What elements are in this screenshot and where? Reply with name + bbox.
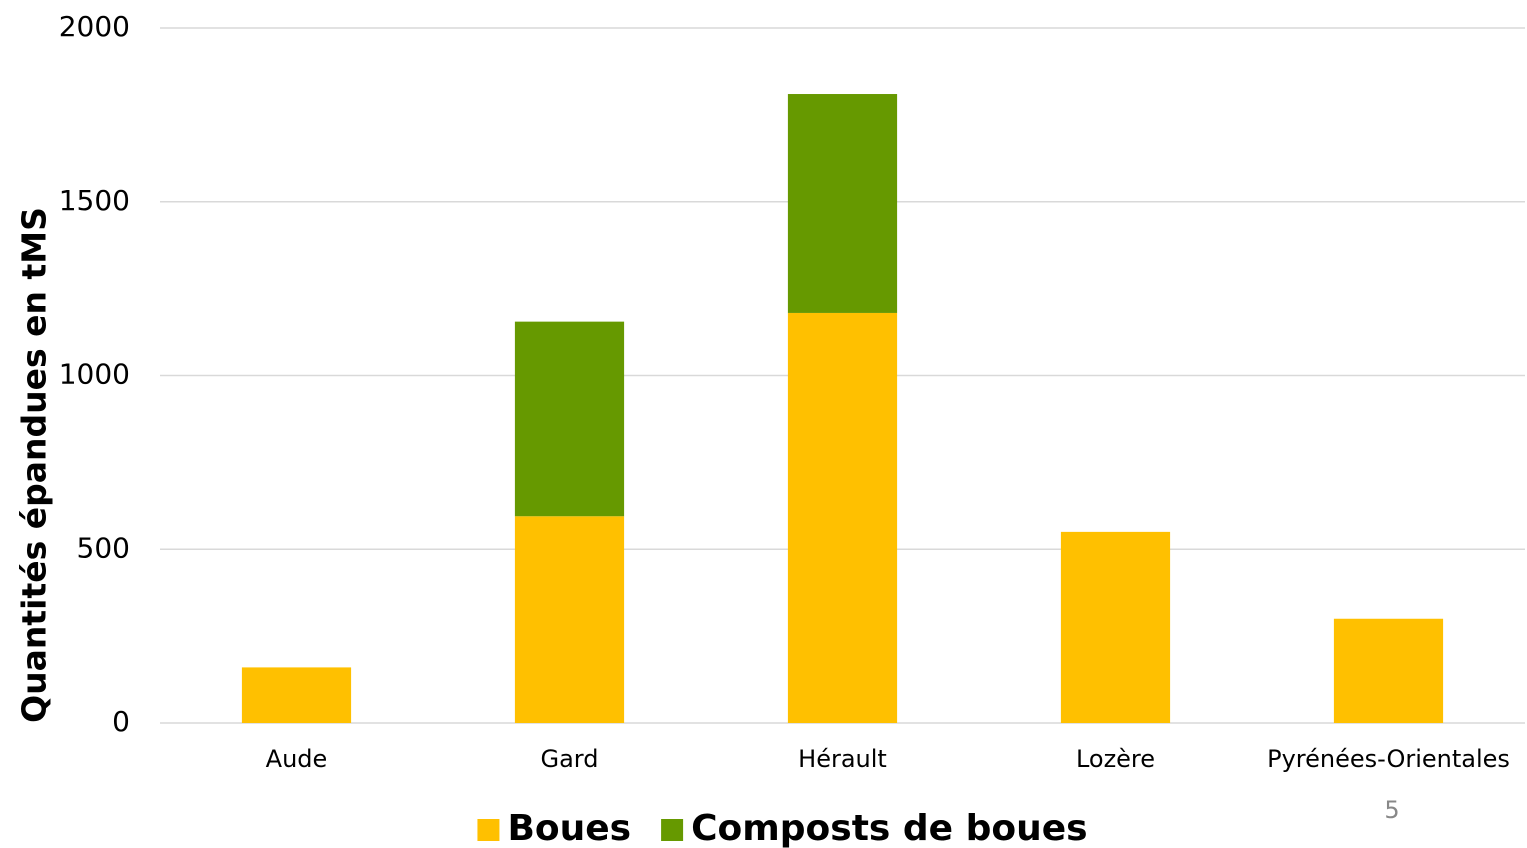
bar-segment [787, 94, 898, 313]
bar-segment [514, 321, 625, 517]
bar-segment [241, 667, 352, 723]
legend-swatch [477, 819, 500, 841]
bar-segment [1060, 531, 1171, 723]
x-tick-label: Pyrénées-Orientales [1267, 745, 1510, 773]
bar-segment [787, 312, 898, 723]
bar-segment [514, 516, 625, 723]
bar-segment [1333, 618, 1444, 723]
y-tick-label: 2000 [59, 10, 130, 43]
y-axis-title: Quantités épandues en tMS [15, 207, 54, 723]
x-tick-label: Lozère [1076, 745, 1155, 773]
x-tick-label: Hérault [798, 745, 887, 773]
y-tick-label: 0 [112, 705, 130, 738]
page-number: 5 [1384, 796, 1399, 824]
y-tick-label: 1500 [59, 184, 130, 217]
y-tick-label: 500 [77, 531, 130, 564]
y-tick-label: 1000 [59, 358, 130, 391]
x-tick-label: Gard [541, 745, 599, 773]
legend-swatch [661, 819, 684, 841]
x-tick-label: Aude [266, 745, 328, 773]
legend-label: Composts de boues [691, 808, 1087, 848]
legend-label: Boues [507, 808, 631, 848]
